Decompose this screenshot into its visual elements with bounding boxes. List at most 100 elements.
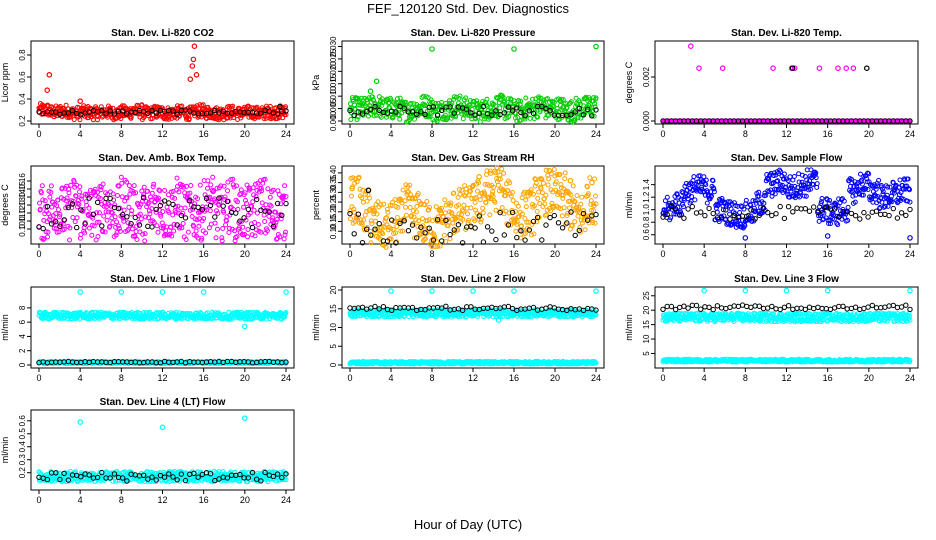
data-point xyxy=(400,228,406,234)
data-point xyxy=(145,110,151,117)
data-point xyxy=(576,207,581,213)
data-point xyxy=(407,205,413,210)
data-point xyxy=(42,198,48,204)
data-point xyxy=(819,207,825,213)
data-point xyxy=(434,217,441,223)
data-point xyxy=(543,222,549,228)
outlier-point xyxy=(242,323,248,330)
data-point xyxy=(82,230,88,236)
outlier-point xyxy=(824,233,831,239)
data-point xyxy=(480,103,487,110)
data-point xyxy=(416,103,422,109)
data-point xyxy=(160,209,166,215)
data-point xyxy=(139,102,145,108)
data-point xyxy=(581,208,587,214)
data-point xyxy=(143,214,149,220)
data-point xyxy=(591,208,597,214)
data-point xyxy=(692,197,698,203)
y-tick-label: 15 xyxy=(329,304,338,313)
y-tick-label: 0.10 xyxy=(329,223,338,239)
data-point xyxy=(706,205,712,212)
data-point xyxy=(116,183,122,189)
x-tick-label: 20 xyxy=(240,373,250,383)
data-point xyxy=(237,218,243,224)
outlier-point xyxy=(193,72,200,78)
data-point xyxy=(274,200,281,207)
data-point xyxy=(907,199,913,205)
data-point xyxy=(499,166,505,172)
data-point xyxy=(592,176,598,182)
data-point xyxy=(124,214,130,220)
data-point xyxy=(476,110,482,117)
data-point xyxy=(540,180,546,186)
data-point xyxy=(254,104,260,110)
data-point xyxy=(393,230,398,236)
data-point xyxy=(864,176,870,182)
data-point xyxy=(71,179,77,185)
data-point xyxy=(238,115,244,121)
x-tick-label: 24 xyxy=(591,249,601,259)
data-point xyxy=(486,196,492,202)
data-point xyxy=(136,204,142,210)
data-point xyxy=(689,203,695,210)
data-point xyxy=(723,207,729,213)
data-point xyxy=(385,227,391,233)
data-point xyxy=(107,223,113,229)
data-point xyxy=(267,103,273,109)
data-point xyxy=(710,210,716,217)
y-tick-label: 1.0 xyxy=(642,204,651,216)
data-point xyxy=(178,212,185,219)
data-point xyxy=(364,209,370,214)
data-point xyxy=(450,220,456,226)
data-point xyxy=(777,203,783,210)
data-point xyxy=(403,212,409,218)
data-point xyxy=(166,209,172,215)
data-point xyxy=(882,204,888,209)
data-point xyxy=(513,110,519,116)
data-point xyxy=(384,206,390,212)
x-tick-label: 20 xyxy=(240,249,250,259)
data-point xyxy=(124,195,130,201)
data-point xyxy=(753,200,759,206)
x-tick-label: 0 xyxy=(660,129,665,139)
data-point xyxy=(427,204,433,210)
data-point xyxy=(568,112,574,118)
data-point xyxy=(814,181,820,187)
data-point xyxy=(415,223,421,229)
data-point xyxy=(806,208,813,214)
x-tick-label: 12 xyxy=(157,129,167,139)
data-point xyxy=(578,217,584,223)
outlier-point xyxy=(567,177,574,184)
data-point xyxy=(110,191,116,197)
figure-title: FEF_120120 Std. Dev. Diagnostics xyxy=(366,1,570,16)
data-point xyxy=(96,210,102,216)
data-point xyxy=(56,207,61,213)
outlier-point xyxy=(719,65,726,72)
data-point xyxy=(486,183,492,189)
data-point xyxy=(542,201,548,207)
data-point xyxy=(580,210,587,217)
data-point xyxy=(574,193,580,199)
data-point xyxy=(240,224,246,230)
data-point xyxy=(67,225,73,231)
y-tick-label: 0.010 xyxy=(329,86,338,107)
data-point xyxy=(427,113,433,119)
y-tick-label: 0.11 xyxy=(18,213,27,229)
data-point xyxy=(752,209,758,215)
data-point xyxy=(442,197,448,203)
data-point xyxy=(905,176,911,182)
series-magenta xyxy=(660,43,913,124)
data-point xyxy=(905,198,911,204)
outlier-point xyxy=(159,289,166,295)
data-point xyxy=(451,190,457,196)
outlier-point xyxy=(589,179,595,186)
data-point xyxy=(355,109,361,115)
series-black xyxy=(660,203,913,222)
data-point xyxy=(463,95,469,101)
data-point xyxy=(212,214,218,220)
data-point xyxy=(437,243,443,249)
data-point xyxy=(147,194,153,200)
data-point xyxy=(264,228,270,234)
data-point xyxy=(590,108,596,114)
data-point xyxy=(679,189,685,195)
